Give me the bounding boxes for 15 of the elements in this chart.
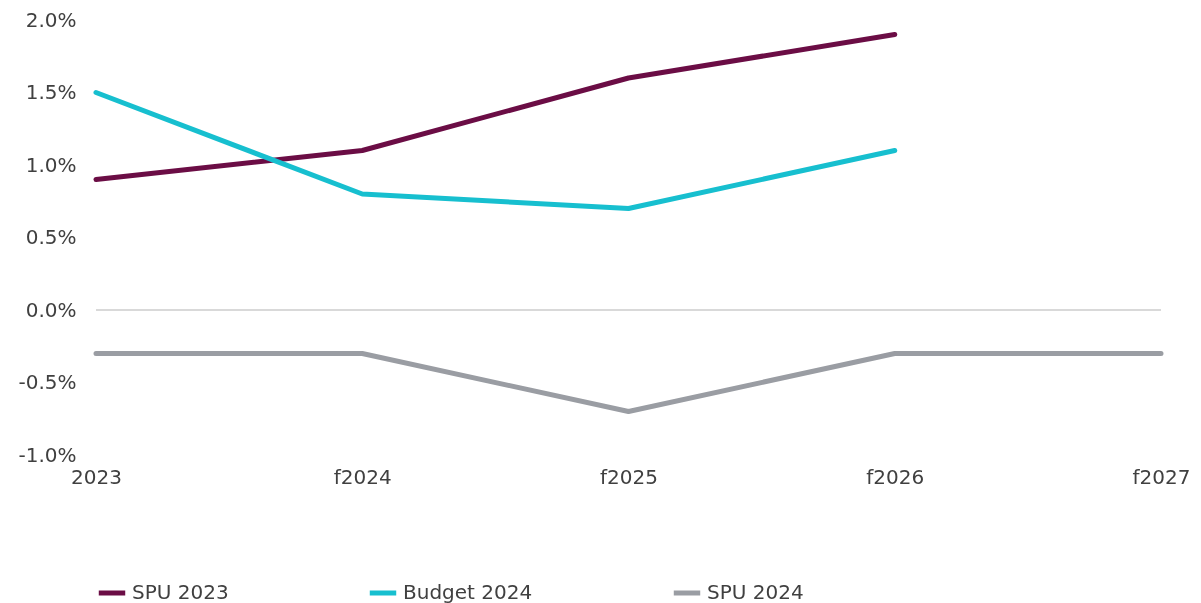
legend-label: Budget 2024 xyxy=(403,580,533,603)
x-tick-label: f2026 xyxy=(866,464,925,489)
y-tick-label: -1.0% xyxy=(18,442,77,467)
x-tick-label: 2023 xyxy=(71,464,122,489)
legend-label: SPU 2024 xyxy=(707,580,804,603)
y-tick-label: 0.0% xyxy=(25,297,77,322)
x-tick-label: f2027 xyxy=(1132,464,1191,489)
y-tick-label: 0.5% xyxy=(25,225,77,249)
y-tick-label: 1.0% xyxy=(25,152,77,177)
y-tick-label: 1.5% xyxy=(25,80,77,104)
y-tick-label: -0.5% xyxy=(18,370,77,394)
x-tick-label: f2025 xyxy=(600,464,658,489)
y-tick-label: 2.0% xyxy=(25,7,77,32)
x-tick-label: f2024 xyxy=(333,464,392,489)
legend-label: SPU 2023 xyxy=(132,580,229,603)
